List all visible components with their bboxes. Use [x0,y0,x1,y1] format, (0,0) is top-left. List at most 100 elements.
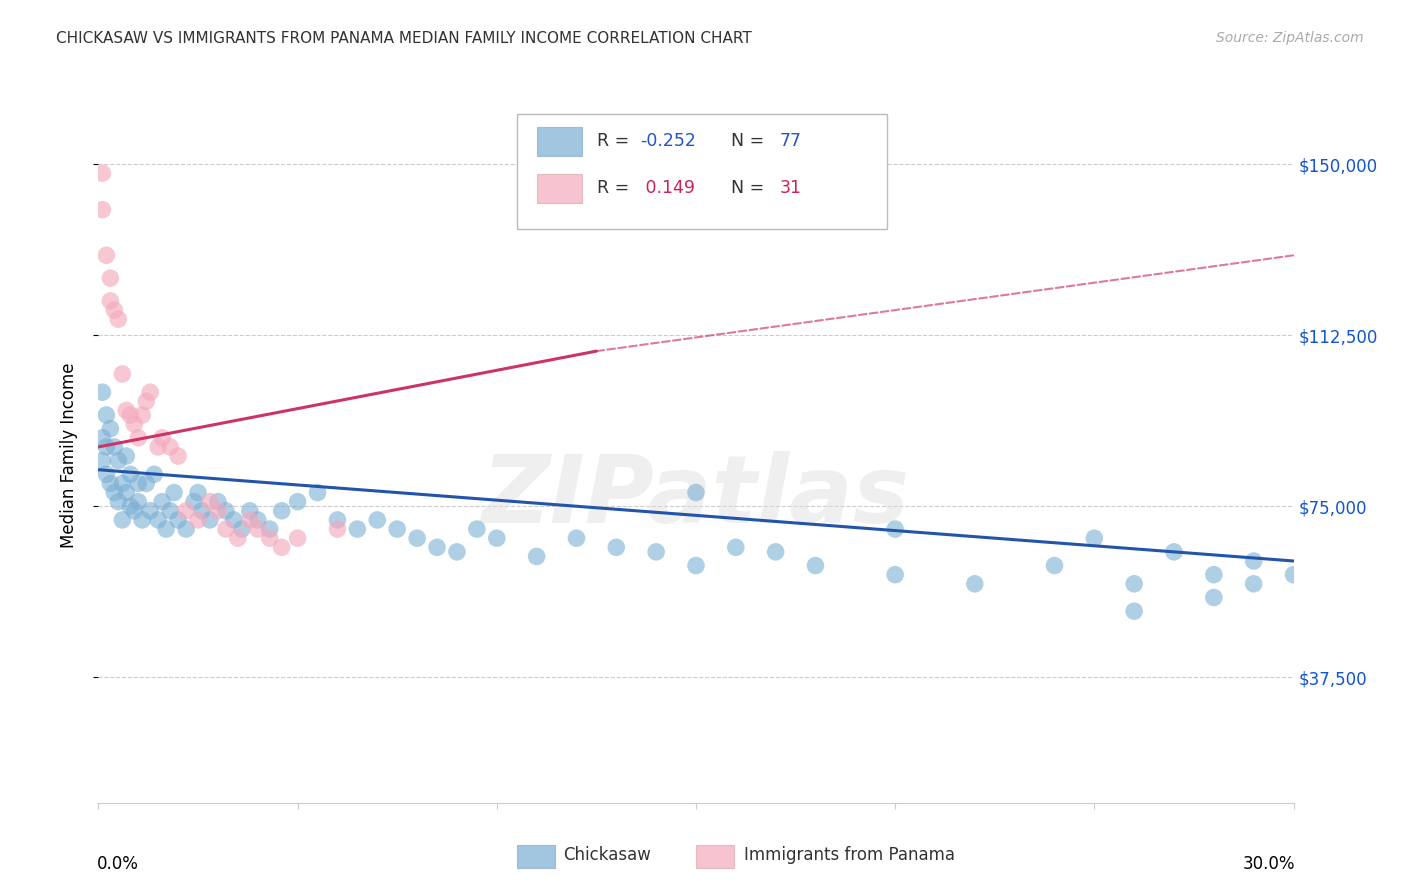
Point [115,449,138,463]
Point [1202,567,1225,582]
Point [150,494,173,508]
Point [326,522,349,536]
Point [605,541,627,555]
Point [107,453,129,467]
Point [111,476,134,491]
Point [884,522,907,536]
Point [385,522,409,536]
Point [465,522,488,536]
Point [167,449,190,463]
Text: CHICKASAW VS IMMIGRANTS FROM PANAMA MEDIAN FAMILY INCOME CORRELATION CHART: CHICKASAW VS IMMIGRANTS FROM PANAMA MEDI… [56,31,752,46]
Text: 0.0%: 0.0% [97,855,139,873]
Text: R =: R = [596,132,634,150]
Point [124,504,146,518]
Point [100,422,122,436]
Text: ZIPatlas: ZIPatlas [482,450,910,542]
Point [107,312,129,326]
Point [198,494,221,508]
Point [259,531,281,545]
Point [103,303,125,318]
Point [127,494,149,508]
Point [406,531,429,545]
Point [183,494,205,508]
Point [246,513,269,527]
Point [159,504,181,518]
Point [96,440,118,454]
Point [1243,554,1265,568]
FancyBboxPatch shape [517,114,887,229]
Point [187,485,209,500]
Text: R =: R = [596,178,634,197]
Point [91,453,114,467]
Point [326,513,349,527]
Point [100,271,122,285]
Point [446,545,468,559]
Point [124,417,146,431]
Point [259,522,281,536]
Point [103,440,125,454]
Point [135,394,157,409]
Point [287,494,309,508]
Point [111,367,134,381]
Point [215,504,238,518]
Point [231,522,253,536]
Point [91,385,114,400]
Text: Source: ZipAtlas.com: Source: ZipAtlas.com [1216,31,1364,45]
Point [103,485,125,500]
Point [155,522,177,536]
Point [287,531,309,545]
Point [139,504,162,518]
Point [163,485,186,500]
Point [120,500,142,514]
Text: N =: N = [720,178,769,197]
Point [100,293,122,308]
Point [135,476,157,491]
Point [131,513,153,527]
Point [1282,567,1305,582]
Point [143,467,166,482]
FancyBboxPatch shape [517,846,555,868]
Point [1243,576,1265,591]
Point [1123,576,1146,591]
Text: N =: N = [720,132,769,150]
Point [1083,531,1105,545]
Point [174,504,197,518]
Point [207,504,229,518]
Point [91,431,114,445]
Point [120,467,142,482]
FancyBboxPatch shape [696,846,734,868]
Point [191,504,214,518]
Point [167,513,190,527]
Point [150,431,173,445]
Point [187,513,209,527]
Point [127,431,149,445]
Point [526,549,548,564]
FancyBboxPatch shape [537,128,582,156]
Point [91,166,114,180]
Point [246,522,269,536]
Text: 30.0%: 30.0% [1243,855,1295,873]
Point [685,558,707,573]
Text: Chickasaw: Chickasaw [564,846,651,864]
Point [724,541,747,555]
Point [1043,558,1066,573]
Point [270,504,292,518]
Point [115,485,138,500]
Point [222,513,245,527]
Point [239,504,262,518]
FancyBboxPatch shape [537,174,582,203]
Point [685,485,707,500]
Point [111,513,134,527]
Text: 77: 77 [779,132,801,150]
Text: 0.149: 0.149 [640,178,695,197]
Point [884,567,907,582]
Point [565,531,588,545]
Point [645,545,668,559]
Point [120,408,142,422]
Point [226,531,249,545]
Point [100,476,122,491]
Point [96,248,118,262]
Point [426,541,449,555]
Point [765,545,787,559]
Point [1163,545,1185,559]
